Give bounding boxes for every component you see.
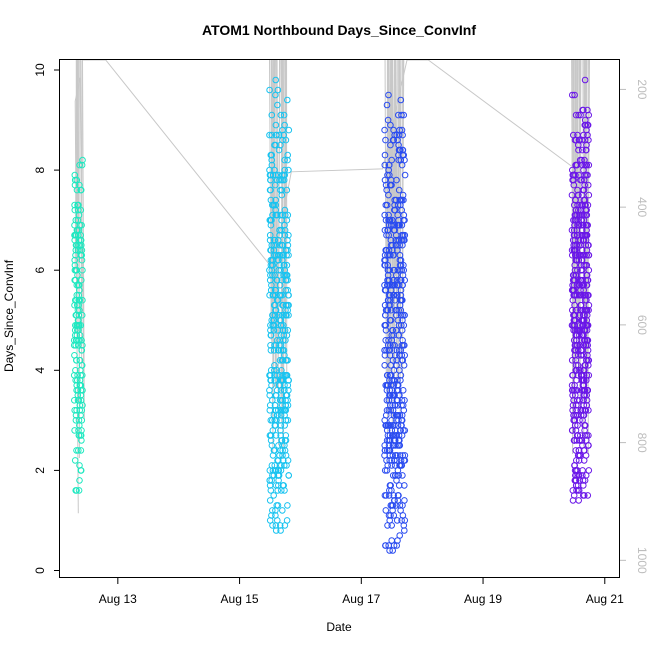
y2-tick-label-0: 200 [635,79,649,99]
y-tick-label-3: 6 [33,267,47,274]
y-tick-label-1: 2 [33,467,47,474]
x-tick-label-4: Aug 21 [586,592,624,606]
trace-spike-1-12 [275,60,276,389]
y-tick-label-2: 4 [33,367,47,374]
x-tick-label-1: Aug 15 [221,592,259,606]
y-tick-label-0: 0 [33,567,47,574]
y2-tick-label-2: 600 [635,315,649,335]
y-tick-label-5: 10 [33,63,47,77]
chart-title: ATOM1 Northbound Days_Since_ConvInf [202,22,476,38]
y-tick-label-4: 8 [33,166,47,173]
y2-tick-label-4: 1000 [635,547,649,574]
x-tick-label-0: Aug 13 [99,592,137,606]
y2-tick-label-3: 800 [635,433,649,453]
y2-tick-label-1: 400 [635,197,649,217]
x-axis-title: Date [326,620,352,634]
y-axis-title: Days_Since_ConvInf [2,259,16,372]
x-tick-label-2: Aug 17 [342,592,380,606]
x-tick-label-3: Aug 19 [464,592,502,606]
